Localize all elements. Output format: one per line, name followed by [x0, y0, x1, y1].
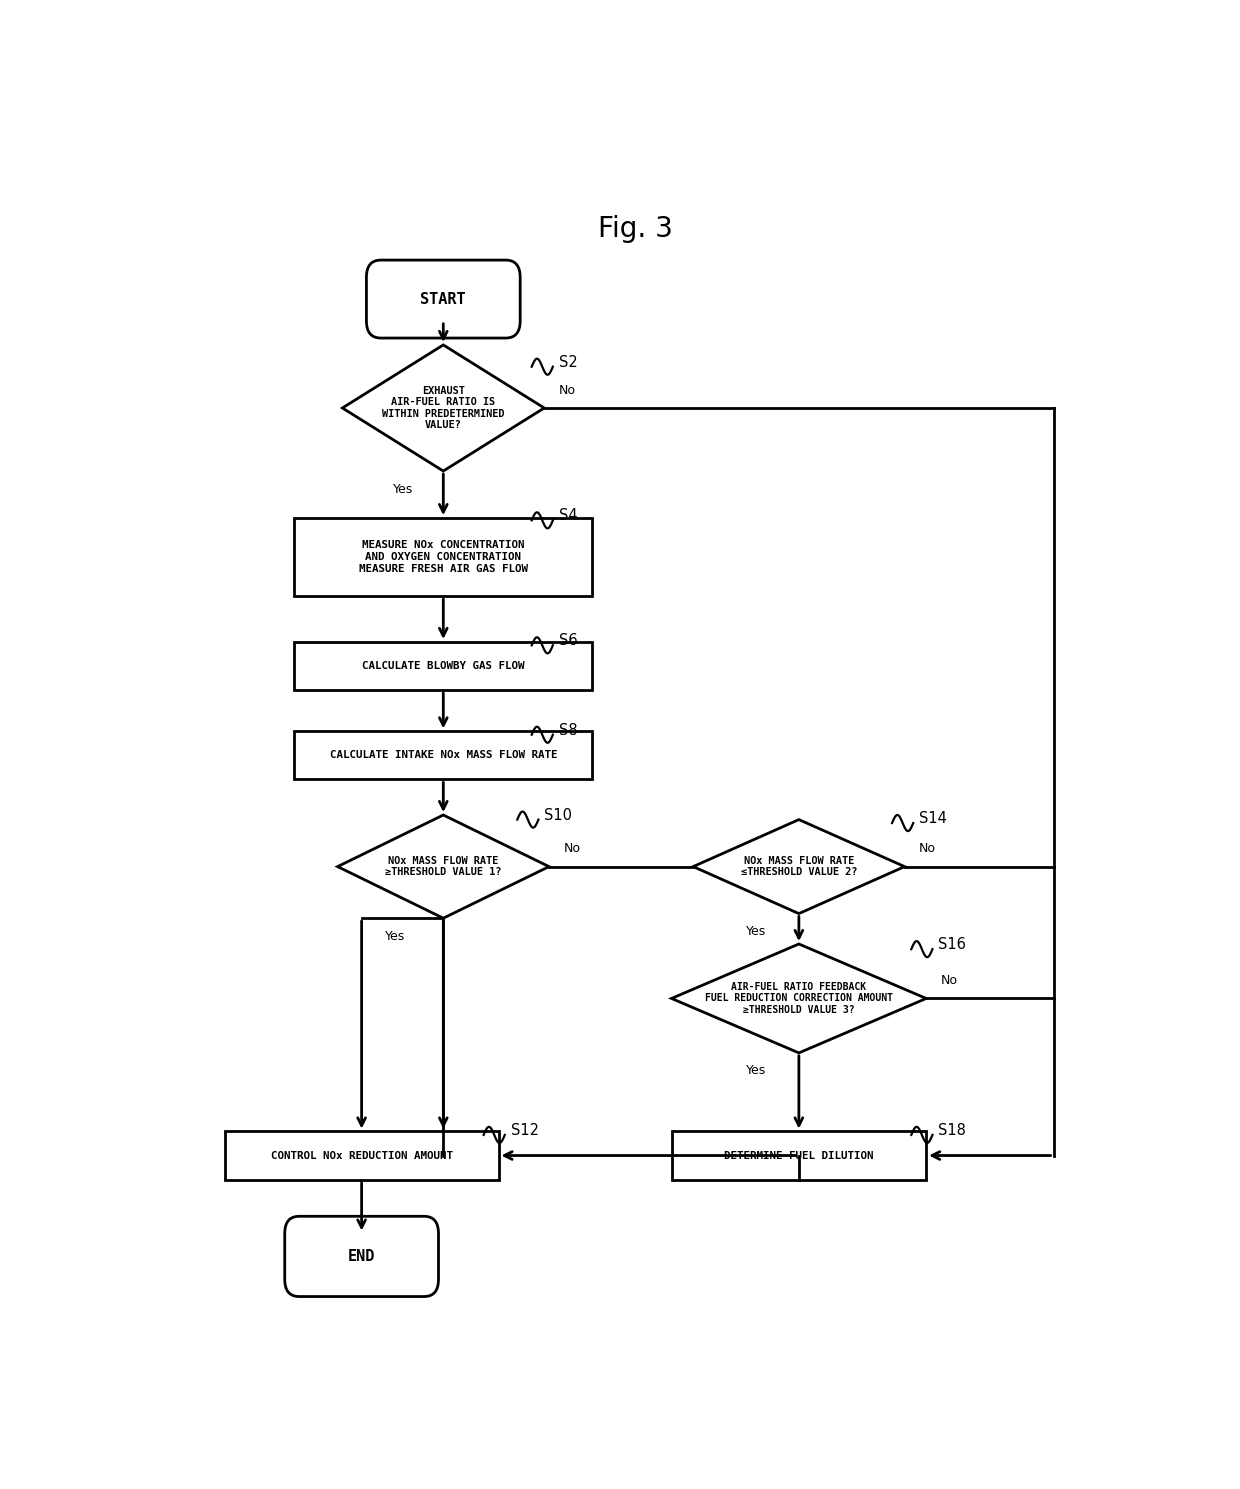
Text: S8: S8 — [558, 722, 578, 737]
FancyBboxPatch shape — [367, 261, 521, 338]
Text: S2: S2 — [558, 354, 578, 369]
Text: S6: S6 — [558, 633, 578, 648]
Text: No: No — [558, 384, 575, 396]
Bar — [224, 1132, 498, 1179]
Text: S12: S12 — [511, 1123, 538, 1138]
FancyBboxPatch shape — [285, 1217, 439, 1297]
Text: START: START — [420, 292, 466, 307]
Text: Yes: Yes — [393, 482, 413, 496]
Polygon shape — [342, 345, 544, 471]
Text: S14: S14 — [919, 812, 947, 826]
Bar — [672, 1132, 926, 1179]
Text: No: No — [919, 843, 936, 855]
Text: DETERMINE FUEL DILUTION: DETERMINE FUEL DILUTION — [724, 1151, 874, 1160]
Text: Yes: Yes — [745, 925, 766, 938]
Text: No: No — [941, 974, 957, 987]
Text: MEASURE NOx CONCENTRATION
AND OXYGEN CONCENTRATION
MEASURE FRESH AIR GAS FLOW: MEASURE NOx CONCENTRATION AND OXYGEN CON… — [358, 541, 528, 573]
Text: EXHAUST
AIR-FUEL RATIO IS
WITHIN PREDETERMINED
VALUE?: EXHAUST AIR-FUEL RATIO IS WITHIN PREDETE… — [382, 386, 505, 430]
Text: Yes: Yes — [745, 1065, 766, 1078]
Text: Yes: Yes — [386, 929, 405, 943]
Text: AIR-FUEL RATIO FEEDBACK
FUEL REDUCTION CORRECTION AMOUNT
≥THRESHOLD VALUE 3?: AIR-FUEL RATIO FEEDBACK FUEL REDUCTION C… — [704, 981, 893, 1015]
Text: END: END — [348, 1249, 376, 1264]
Text: CALCULATE INTAKE NOx MASS FLOW RATE: CALCULATE INTAKE NOx MASS FLOW RATE — [330, 750, 557, 761]
Bar — [294, 518, 593, 596]
Text: No: No — [563, 843, 580, 855]
Text: S4: S4 — [558, 508, 578, 523]
Text: S10: S10 — [544, 807, 572, 822]
Text: Fig. 3: Fig. 3 — [598, 216, 673, 243]
Text: CALCULATE BLOWBY GAS FLOW: CALCULATE BLOWBY GAS FLOW — [362, 661, 525, 672]
Bar — [294, 731, 593, 779]
Bar — [294, 642, 593, 689]
Polygon shape — [337, 814, 549, 919]
Text: NOx MASS FLOW RATE
≥THRESHOLD VALUE 1?: NOx MASS FLOW RATE ≥THRESHOLD VALUE 1? — [386, 856, 501, 877]
Polygon shape — [672, 944, 926, 1053]
Text: S16: S16 — [939, 937, 966, 951]
Polygon shape — [693, 819, 905, 914]
Text: S18: S18 — [939, 1123, 966, 1138]
Text: NOx MASS FLOW RATE
≤THRESHOLD VALUE 2?: NOx MASS FLOW RATE ≤THRESHOLD VALUE 2? — [740, 856, 857, 877]
Text: CONTROL NOx REDUCTION AMOUNT: CONTROL NOx REDUCTION AMOUNT — [270, 1151, 453, 1160]
